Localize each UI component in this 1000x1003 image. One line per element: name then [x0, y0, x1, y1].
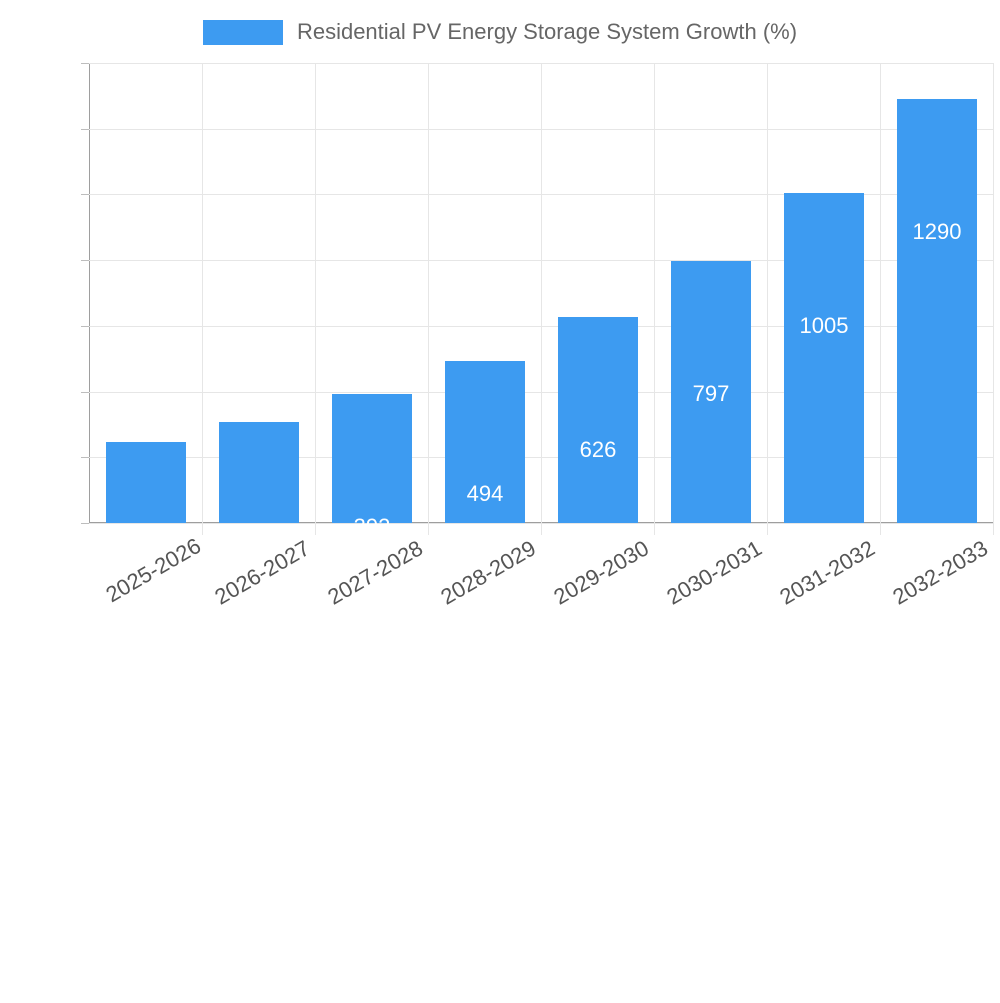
bar[interactable]: 1290 [897, 99, 977, 523]
bar-chart: Residential PV Energy Storage System Gro… [0, 14, 1000, 610]
bar-value-label: 626 [579, 437, 617, 463]
bar-value-label: 1290 [912, 219, 962, 245]
bar-value-label: 308 [240, 541, 278, 567]
x-axis-tick-label: 2025-2026 [101, 532, 206, 608]
bar[interactable]: 494 [445, 360, 525, 523]
y-axis-tick-mark [81, 63, 89, 64]
category-separator [880, 63, 881, 535]
category-separator [654, 63, 655, 535]
y-axis-line [89, 63, 90, 523]
bar-value-label: 246 [127, 562, 165, 588]
bar[interactable]: 308 [219, 421, 299, 565]
legend-label: Residential PV Energy Storage System Gro… [296, 19, 798, 44]
y-axis-tick-mark [81, 391, 89, 393]
category-separator [202, 63, 203, 535]
category-separator [767, 63, 768, 535]
plot-area: 246 308 392 494 626 797 1005 1290 [81, 63, 994, 586]
bar-value-label: 1005 [799, 312, 849, 338]
bar[interactable]: 1005 [784, 192, 864, 523]
y-axis-tick-mark [81, 523, 89, 524]
bar-value-label: 392 [353, 514, 391, 540]
y-axis-tick-mark [81, 194, 89, 196]
bar[interactable]: 392 [332, 394, 412, 538]
bar-value-label: 797 [692, 381, 730, 407]
y-axis-tick-mark [81, 260, 89, 262]
category-separator [541, 63, 542, 535]
y-axis-tick-mark [81, 457, 89, 459]
category-separator [993, 63, 994, 535]
category-separator [428, 63, 429, 535]
legend-color-swatch[interactable] [202, 19, 283, 45]
x-axis-tick-labels: 2025-2026 2026-2027 2027-2028 2028-2029 2029… [89, 523, 993, 610]
chart-legend: Residential PV Energy Storage System Gro… [0, 14, 1000, 50]
bar-value-label: 494 [466, 480, 504, 506]
bar[interactable]: 626 [558, 317, 638, 523]
y-axis-tick-mark [81, 325, 89, 327]
y-axis-tick-mark [81, 128, 89, 130]
category-separator [315, 63, 316, 535]
bar[interactable]: 797 [671, 261, 751, 523]
bar[interactable]: 246 [106, 442, 186, 586]
